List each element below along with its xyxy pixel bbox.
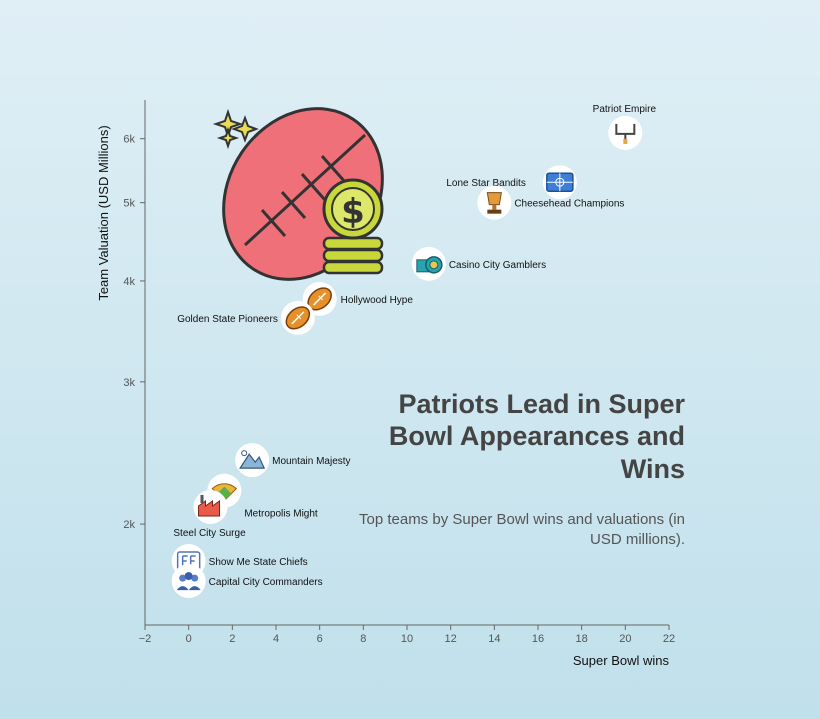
y-tick-label: 3k <box>123 377 135 389</box>
x-tick-label: 0 <box>186 633 192 645</box>
x-tick-label: −2 <box>139 633 152 645</box>
point-marker <box>171 564 206 599</box>
football-icon <box>285 306 311 330</box>
x-axis-label: Super Bowl wins <box>573 653 670 668</box>
y-axis-label: Team Valuation (USD Millions) <box>96 125 111 300</box>
factory-icon <box>198 494 220 517</box>
data-point: Steel City Surge <box>173 489 246 539</box>
data-point: Patriot Empire <box>593 104 657 150</box>
x-tick-label: 6 <box>317 633 323 645</box>
y-tick-label: 2k <box>123 519 135 531</box>
point-label: Show Me State Chiefs <box>209 557 308 568</box>
x-tick-label: 10 <box>401 633 413 645</box>
point-label: Metropolis Might <box>244 509 318 520</box>
point-label: Steel City Surge <box>173 528 246 539</box>
x-tick-label: 8 <box>360 633 366 645</box>
data-point: Golden State Pioneers <box>177 300 315 335</box>
data-point: Hollywood Hype <box>302 281 414 316</box>
x-tick-label: 12 <box>445 633 457 645</box>
points: Patriot Empire Lone Star Bandits Cheesehea… <box>171 104 657 599</box>
chart-title: Patriots Lead in Super Bowl Appearances … <box>388 389 685 484</box>
point-label: Golden State Pioneers <box>177 314 278 325</box>
point-label: Lone Star Bandits <box>446 178 526 189</box>
point-label: Hollywood Hype <box>341 295 414 306</box>
x-tick-label: 16 <box>532 633 544 645</box>
y-tick-label: 6k <box>123 134 135 146</box>
stadium-icon <box>546 172 574 192</box>
data-point: Mountain Majesty <box>235 443 351 478</box>
data-point: Cheesehead Champions <box>477 185 624 220</box>
svg-text:$: $ <box>341 192 365 232</box>
point-label: Casino City Gamblers <box>449 260 546 271</box>
y-ticks: 2k 3k 4k 5k 6k <box>123 134 145 531</box>
data-point: Lone Star Bandits <box>446 165 577 200</box>
casino-chips-icon <box>416 256 443 274</box>
mountain-icon <box>239 450 266 469</box>
x-tick-label: 18 <box>576 633 588 645</box>
y-tick-label: 4k <box>123 276 135 288</box>
point-label: Mountain Majesty <box>272 456 350 467</box>
x-ticks: −2 0 2 4 6 8 10 12 14 16 18 20 22 <box>139 625 675 645</box>
football-money-icon: $ <box>212 107 384 281</box>
x-tick-label: 2 <box>229 633 235 645</box>
x-tick-label: 22 <box>663 633 675 645</box>
point-label: Capital City Commanders <box>209 577 323 588</box>
x-tick-label: 4 <box>273 633 279 645</box>
y-tick-label: 5k <box>123 198 135 210</box>
point-label: Patriot Empire <box>593 104 657 115</box>
data-point: Capital City Commanders <box>171 564 323 599</box>
football-icon <box>307 287 332 311</box>
goalpost-icon <box>615 123 636 144</box>
data-point: Casino City Gamblers <box>411 246 546 281</box>
chart-subtitle: Top teams by Super Bowl wins and valuati… <box>358 511 685 548</box>
trophy-icon <box>486 192 502 214</box>
point-label: Cheesehead Champions <box>514 199 624 210</box>
team-icon <box>176 572 201 591</box>
x-tick-label: 20 <box>619 633 631 645</box>
x-tick-label: 14 <box>488 633 500 645</box>
